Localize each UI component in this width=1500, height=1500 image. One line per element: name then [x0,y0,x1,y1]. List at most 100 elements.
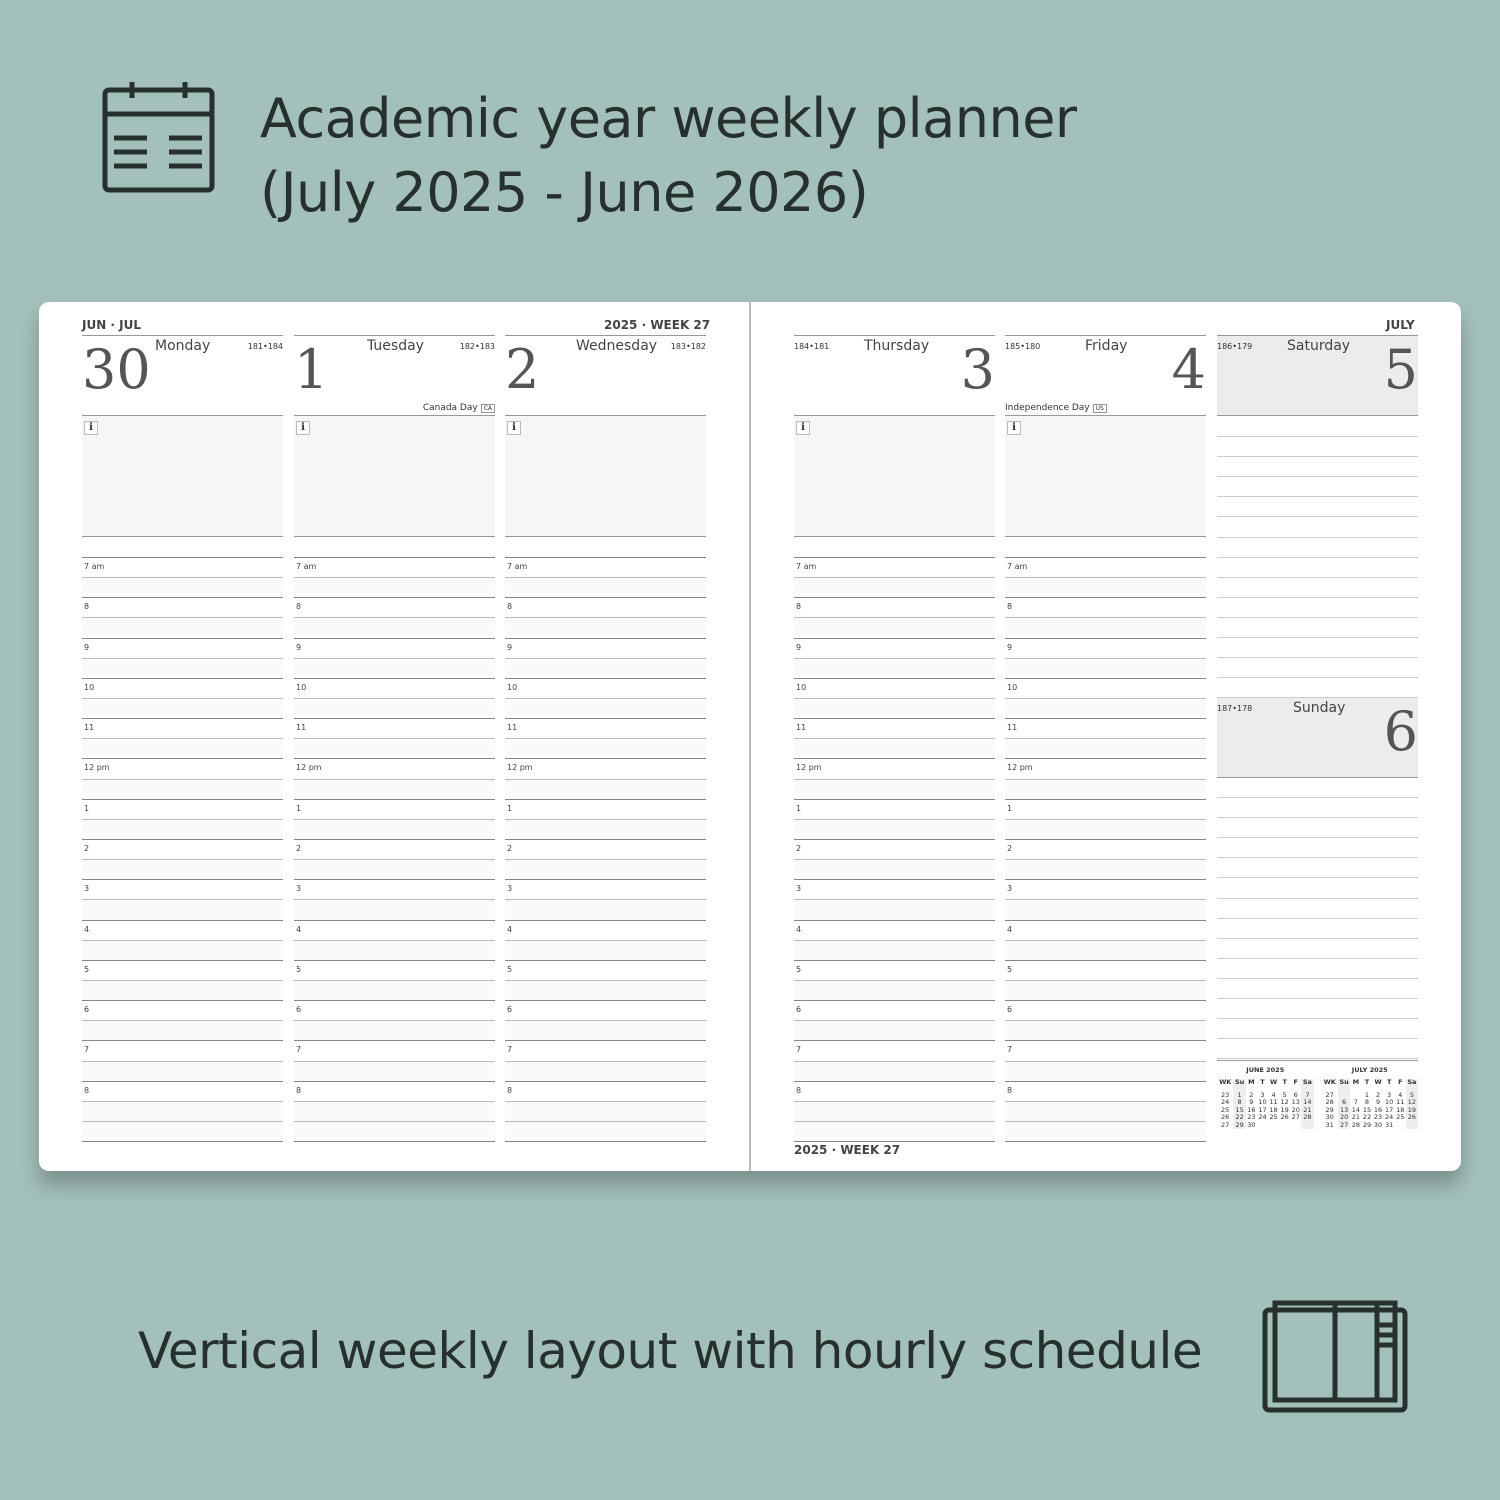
time-slot[interactable] [82,778,283,799]
time-slot[interactable]: 2 [82,838,283,860]
time-slot[interactable] [794,1020,995,1041]
time-slot[interactable] [82,657,283,678]
time-slot[interactable] [794,1100,995,1121]
time-slot[interactable]: 10 [82,677,283,698]
time-slot[interactable]: 11 [82,718,283,739]
time-slot[interactable] [1005,979,1206,1001]
time-slot[interactable] [1005,657,1206,678]
time-slot[interactable]: 7 am [294,557,495,578]
time-slot[interactable]: 2 [505,838,706,860]
time-slot[interactable] [294,979,495,1001]
time-slot[interactable] [82,1100,283,1121]
time-slot[interactable]: 12 pm [294,758,495,779]
time-slot[interactable]: 2 [294,838,495,860]
time-slot[interactable] [294,859,495,880]
time-slot[interactable] [82,939,283,960]
time-slot[interactable]: 7 am [1005,557,1206,578]
time-slot[interactable] [794,577,995,598]
time-slot[interactable]: 4 [794,919,995,940]
time-slot[interactable]: 8 [82,597,283,618]
time-slot[interactable] [294,1060,495,1081]
time-slot[interactable] [794,979,995,1001]
time-slot[interactable] [794,1060,995,1081]
time-slot[interactable]: 5 [294,959,495,980]
time-slot[interactable]: 7 [794,1040,995,1061]
time-slot[interactable] [1005,899,1206,920]
time-slot[interactable] [294,657,495,678]
time-slot[interactable] [1005,738,1206,759]
time-slot[interactable]: 12 pm [82,758,283,779]
time-slot[interactable] [794,657,995,678]
time-slot[interactable]: 4 [505,919,706,940]
time-slot[interactable]: 9 [82,637,283,658]
time-slot[interactable]: 3 [1005,879,1206,900]
time-slot[interactable] [294,899,495,920]
weekend-lines[interactable] [1217,778,1418,1060]
time-slot[interactable] [505,939,706,960]
time-slot[interactable]: 4 [1005,919,1206,940]
time-slot[interactable]: 8 [294,1080,495,1101]
time-slot[interactable]: 8 [294,597,495,618]
time-slot[interactable]: 11 [794,718,995,739]
time-slot[interactable] [505,1060,706,1081]
time-slot[interactable] [505,617,706,638]
notes-area[interactable]: i [505,416,706,537]
time-slot[interactable] [82,979,283,1001]
notes-area[interactable]: i [294,416,495,537]
time-slot[interactable]: 8 [505,597,706,618]
time-slot[interactable] [82,1060,283,1081]
time-slot[interactable] [505,979,706,1001]
notes-area[interactable]: i [82,416,283,537]
time-slot[interactable]: 3 [794,879,995,900]
time-slot[interactable]: 8 [794,597,995,618]
time-slot[interactable]: 12 pm [794,758,995,779]
time-slot[interactable]: 4 [294,919,495,940]
time-slot[interactable]: 10 [794,677,995,698]
time-slot[interactable]: 7 [505,1040,706,1061]
time-slot[interactable]: 1 [82,798,283,819]
time-slot[interactable]: 1 [794,798,995,819]
time-slot[interactable]: 5 [82,959,283,980]
time-slot[interactable] [294,939,495,960]
time-slot[interactable] [294,1100,495,1121]
time-slot[interactable]: 3 [294,879,495,900]
time-slot[interactable]: 6 [1005,1000,1206,1021]
time-slot[interactable] [794,697,995,719]
time-slot[interactable]: 6 [294,1000,495,1021]
time-slot[interactable] [82,577,283,598]
time-slot[interactable] [82,1020,283,1041]
notes-area[interactable]: i [794,416,995,537]
time-slot[interactable]: 12 pm [1005,758,1206,779]
time-slot[interactable]: 10 [1005,677,1206,698]
time-slot[interactable] [505,778,706,799]
time-slot[interactable] [505,899,706,920]
time-slot[interactable] [82,738,283,759]
time-slot[interactable]: 11 [1005,718,1206,739]
time-slot[interactable]: 1 [1005,798,1206,819]
time-slot[interactable]: 9 [294,637,495,658]
time-slot[interactable] [1005,939,1206,960]
time-slot[interactable] [505,1100,706,1121]
time-slot[interactable] [794,617,995,638]
time-slot[interactable]: 6 [505,1000,706,1021]
time-slot[interactable]: 9 [1005,637,1206,658]
time-slot[interactable]: 8 [794,1080,995,1101]
time-slot[interactable] [294,1120,495,1142]
time-slot[interactable] [505,859,706,880]
time-slot[interactable]: 12 pm [505,758,706,779]
time-slot[interactable] [794,899,995,920]
time-slot[interactable] [1005,1100,1206,1121]
time-slot[interactable]: 2 [1005,838,1206,860]
time-slot[interactable]: 1 [294,798,495,819]
time-slot[interactable] [1005,577,1206,598]
time-slot[interactable]: 5 [1005,959,1206,980]
time-slot[interactable] [82,818,283,839]
time-slot[interactable] [794,939,995,960]
time-slot[interactable] [82,1120,283,1142]
time-slot[interactable]: 7 am [82,557,283,578]
time-slot[interactable] [794,778,995,799]
time-slot[interactable]: 10 [505,677,706,698]
time-slot[interactable]: 3 [505,879,706,900]
time-slot[interactable]: 5 [794,959,995,980]
time-slot[interactable]: 10 [294,677,495,698]
